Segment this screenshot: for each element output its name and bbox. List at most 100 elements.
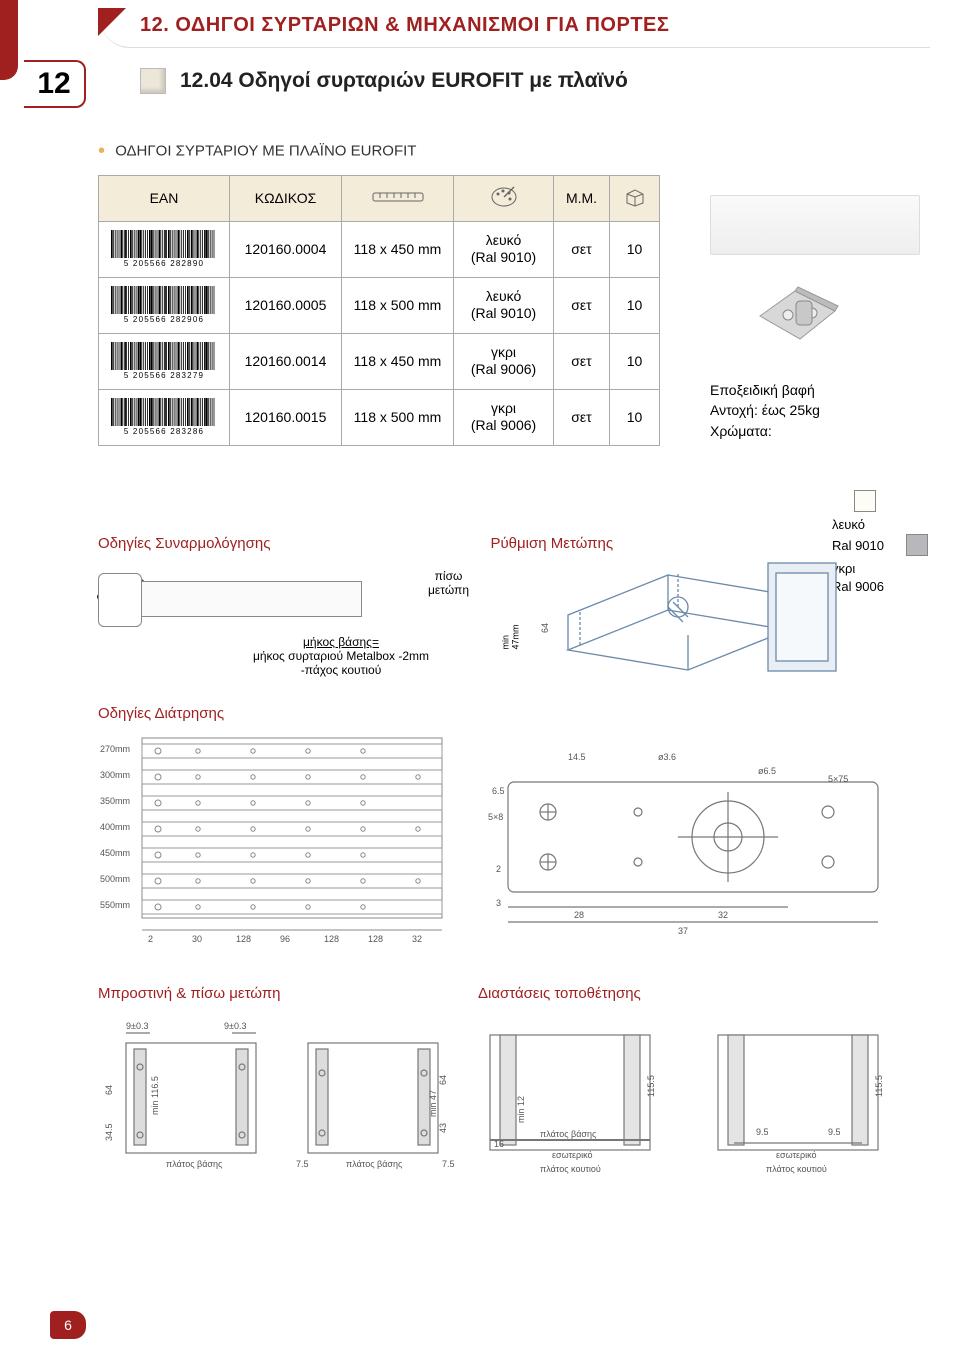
subheader: • ΟΔΗΓΟΙ ΣΥΡΤΑΡΙΟΥ ΜΕ ΠΛΑΪΝΟ EUROFIT [98, 140, 416, 163]
back-panel-label: πίσω μετώπη [428, 569, 469, 597]
th-qty [610, 176, 660, 222]
cell-ean: 5 205566 282890 [99, 221, 230, 277]
cell-unit: σετ [554, 277, 610, 333]
svg-text:96: 96 [280, 934, 290, 944]
section-title: 12.04 Οδηγοί συρταριών EUROFIT με πλαϊνό [180, 69, 628, 93]
drill-diagram-holes: 14.5 ø3.6 ø6.5 5×75 6.5 5×8 2 3 28 32 37 [478, 742, 908, 942]
svg-text:ø3.6: ø3.6 [658, 752, 676, 762]
inner-2: εσωτερικό [776, 1150, 817, 1160]
svg-text:64: 64 [104, 1085, 114, 1095]
palette-icon [490, 184, 518, 213]
svg-text:128: 128 [324, 934, 339, 944]
box-icon [624, 187, 646, 210]
barcode-icon: 5 205566 282906 [109, 286, 219, 322]
base-eq-text: μήκος συρταριού Metalbox -2mm -πάχος κου… [253, 649, 429, 677]
svg-text:2: 2 [496, 864, 501, 874]
cell-color: γκρι(Ral 9006) [454, 389, 554, 445]
cell-ean: 5 205566 283279 [99, 333, 230, 389]
svg-text:min 116.5: min 116.5 [150, 1076, 160, 1115]
svg-text:9±0.3: 9±0.3 [224, 1021, 246, 1031]
th-ean: EAN [99, 176, 230, 222]
th-dimensions [342, 176, 454, 222]
section-icon [140, 68, 166, 94]
base-len-label: μήκος βάσης= [303, 635, 379, 649]
svg-text:32: 32 [718, 910, 728, 920]
inner-1: εσωτερικό [552, 1150, 593, 1160]
drill-diagram-lengths: 270mm300mm350mm400mm450mm500mm550mm23012… [98, 730, 458, 950]
cell-color: λευκό(Ral 9010) [454, 277, 554, 333]
base-width-2: πλάτος βάσης [346, 1159, 403, 1169]
assembly-label: Οδηγίες Συναρμολόγησης [98, 535, 270, 552]
svg-text:550mm: 550mm [100, 900, 130, 910]
th-unit: M.M. [554, 176, 610, 222]
svg-text:32: 32 [412, 934, 422, 944]
axonometric-diagram: 64 [528, 555, 868, 685]
cell-dim: 118 x 500 mm [342, 277, 454, 333]
svg-text:16: 16 [494, 1139, 504, 1149]
svg-text:128: 128 [368, 934, 383, 944]
svg-text:5×8: 5×8 [488, 812, 503, 822]
product-bracket-image [740, 281, 860, 351]
svg-text:14.5: 14.5 [568, 752, 586, 762]
svg-text:64: 64 [438, 1075, 448, 1085]
svg-text:9.5: 9.5 [756, 1127, 769, 1137]
svg-text:43: 43 [438, 1123, 448, 1133]
barcode-icon: 5 205566 283286 [109, 398, 219, 434]
svg-text:30: 30 [192, 934, 202, 944]
cell-dim: 118 x 450 mm [342, 221, 454, 277]
base-width-1: πλάτος βάσης [166, 1159, 223, 1169]
product-table: EAN ΚΩΔΙΚΟΣ M.M. [98, 175, 660, 446]
front-panel-diagram [98, 573, 358, 633]
svg-text:7.5: 7.5 [442, 1159, 455, 1169]
svg-text:2: 2 [148, 934, 153, 944]
cell-qty: 10 [610, 389, 660, 445]
chapter-title: 12. ΟΔΗΓΟΙ ΣΥΡΤΑΡΙΩΝ & ΜΗΧΑΝΙΣΜΟΙ ΓΙΑ ΠΟ… [140, 14, 669, 36]
box-width-1: πλάτος κουτιού [540, 1164, 601, 1174]
cell-ean: 5 205566 282906 [99, 277, 230, 333]
svg-text:6.5: 6.5 [492, 786, 505, 796]
note-colors: Χρώματα: [710, 421, 820, 441]
svg-text:115.5: 115.5 [646, 1075, 656, 1097]
cell-unit: σετ [554, 333, 610, 389]
barcode-icon: 5 205566 282890 [109, 230, 219, 266]
cell-qty: 10 [610, 277, 660, 333]
cell-ean: 5 205566 283286 [99, 389, 230, 445]
svg-text:350mm: 350mm [100, 796, 130, 806]
cell-dim: 118 x 450 mm [342, 333, 454, 389]
drill-section-label: Οδηγίες Διάτρησης [98, 705, 224, 722]
th-code: ΚΩΔΙΚΟΣ [230, 176, 342, 222]
cell-unit: σετ [554, 389, 610, 445]
table-row: 5 205566 283279 120160.0014 118 x 450 mm… [99, 333, 660, 389]
svg-text:128: 128 [236, 934, 251, 944]
svg-text:min 12: min 12 [516, 1096, 526, 1123]
product-notes: Εποξειδική βαφή Αντοχή: έως 25kg Χρώματα… [710, 380, 820, 441]
cell-dim: 118 x 500 mm [342, 389, 454, 445]
note-load: Αντοχή: έως 25kg [710, 400, 820, 420]
svg-text:ø6.5: ø6.5 [758, 766, 776, 776]
product-images [710, 195, 930, 351]
subheader-text: ΟΔΗΓΟΙ ΣΥΡΤΑΡΙΟΥ ΜΕ ΠΛΑΪΝΟ EUROFIT [115, 142, 416, 159]
svg-text:5×75: 5×75 [828, 774, 848, 784]
svg-text:9.5: 9.5 [828, 1127, 841, 1137]
chapter-header: 12. ΟΔΗΓΟΙ ΣΥΡΤΑΡΙΩΝ & ΜΗΧΑΝΙΣΜΟΙ ΓΙΑ ΠΟ… [100, 10, 930, 48]
cell-color: γκρι(Ral 9006) [454, 333, 554, 389]
cell-code: 120160.0015 [230, 389, 342, 445]
page-footer-number: 6 [50, 1311, 86, 1339]
cell-code: 120160.0004 [230, 221, 342, 277]
ruler-icon [372, 190, 424, 207]
cell-code: 120160.0005 [230, 277, 342, 333]
table-row: 5 205566 282890 120160.0004 118 x 450 mm… [99, 221, 660, 277]
front-back-label: Μπροστινή & πίσω μετώπη [98, 985, 280, 1002]
axo-dim-64: 64 [540, 623, 550, 633]
cell-qty: 10 [610, 333, 660, 389]
cell-unit: σετ [554, 221, 610, 277]
svg-text:3: 3 [496, 898, 501, 908]
cell-qty: 10 [610, 221, 660, 277]
front-adjust-label: Ρύθμιση Μετώπης [490, 535, 613, 552]
base-length-eq: μήκος βάσης= μήκος συρταριού Metalbox -2… [226, 635, 456, 677]
left-red-tab [0, 0, 18, 80]
base-width-3: πλάτος βάσης [540, 1129, 597, 1139]
svg-text:34.5: 34.5 [104, 1123, 114, 1141]
bullet-icon: • [98, 140, 105, 162]
svg-text:min 47: min 47 [428, 1090, 438, 1117]
